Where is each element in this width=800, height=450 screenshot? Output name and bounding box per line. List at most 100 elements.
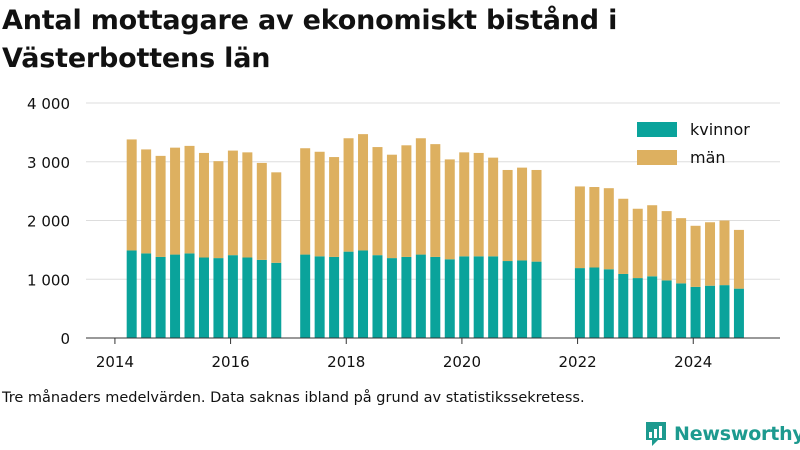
bar-kvinnor xyxy=(415,254,426,338)
bar-man xyxy=(242,152,253,258)
x-tick-label: 2014 xyxy=(96,353,134,371)
bar-man xyxy=(618,198,629,274)
bar-man xyxy=(372,147,383,256)
bar-kvinnor xyxy=(372,255,383,338)
bar-kvinnor xyxy=(401,256,412,338)
bar-kvinnor xyxy=(488,256,499,338)
bar-man xyxy=(690,225,701,287)
bar-man xyxy=(213,161,224,259)
bar-man xyxy=(473,152,484,257)
bar-man xyxy=(733,229,744,289)
bar-kvinnor xyxy=(661,280,672,338)
bar-man xyxy=(488,157,499,257)
legend-label-man: män xyxy=(690,148,726,167)
x-tick-label: 2024 xyxy=(674,353,712,371)
bar-kvinnor xyxy=(517,260,528,338)
legend: kvinnor män xyxy=(637,120,750,167)
y-tick-label: 4 000 xyxy=(27,95,70,113)
bar-man xyxy=(358,134,369,251)
x-tick-label: 2018 xyxy=(327,353,365,371)
bar-man xyxy=(444,159,455,260)
bar-kvinnor xyxy=(184,253,195,338)
bar-kvinnor xyxy=(386,258,397,338)
y-tick-label: 0 xyxy=(60,330,70,348)
bars xyxy=(126,134,744,338)
x-tick-label: 2016 xyxy=(211,353,249,371)
bar-kvinnor xyxy=(329,256,340,338)
bar-man xyxy=(531,169,542,262)
bar-man xyxy=(502,169,513,262)
bar-kvinnor xyxy=(213,258,224,338)
y-tick-label: 1 000 xyxy=(27,271,70,289)
legend-label-kvinnor: kvinnor xyxy=(690,120,750,139)
legend-swatch-man xyxy=(637,150,677,165)
bar-man xyxy=(155,155,166,257)
bar-man xyxy=(719,220,730,286)
bar-kvinnor xyxy=(719,285,730,338)
x-tick-label: 2022 xyxy=(558,353,596,371)
brand-name: Newsworthy xyxy=(674,423,800,445)
bar-man xyxy=(647,205,658,277)
bar-kvinnor xyxy=(170,254,181,338)
bar-kvinnor xyxy=(632,278,643,338)
bar-kvinnor xyxy=(198,257,209,338)
bar-man xyxy=(661,211,672,281)
bar-man xyxy=(126,139,137,251)
x-axis-ticks: 2014 2016 2018 2020 2022 2024 xyxy=(86,337,780,371)
newsworthy-icon xyxy=(646,422,666,446)
bar-man xyxy=(705,222,716,286)
bar-kvinnor xyxy=(155,256,166,338)
bar-kvinnor xyxy=(314,256,325,338)
bar-kvinnor xyxy=(444,259,455,338)
bar-man xyxy=(227,150,238,256)
bar-man xyxy=(632,208,643,279)
bar-kvinnor xyxy=(343,251,354,338)
bar-man xyxy=(271,172,282,263)
bar-man xyxy=(256,162,267,260)
bar-man xyxy=(517,167,528,261)
bar-man xyxy=(401,145,412,257)
legend-swatch-kvinnor xyxy=(637,122,677,137)
bar-kvinnor xyxy=(430,256,441,338)
y-tick-label: 2 000 xyxy=(27,213,70,231)
bar-man xyxy=(329,157,340,257)
bar-kvinnor xyxy=(141,253,152,338)
bar-kvinnor xyxy=(733,288,744,338)
bar-man xyxy=(141,149,152,254)
legend-item-man: män xyxy=(637,148,726,167)
bar-kvinnor xyxy=(473,256,484,338)
brand-logo[interactable]: Newsworthy xyxy=(644,419,800,449)
bar-kvinnor xyxy=(647,276,658,338)
bar-man xyxy=(170,147,181,255)
chart-caption: Tre månaders medelvärden. Data saknas ib… xyxy=(2,390,585,406)
bar-man xyxy=(184,145,195,254)
bar-man xyxy=(676,218,687,284)
bar-kvinnor xyxy=(271,262,282,338)
chart-title: Antal mottagare av ekonomiskt bistånd i … xyxy=(2,5,618,74)
bar-man xyxy=(574,186,585,269)
bar-man xyxy=(415,138,426,255)
bar-man xyxy=(198,152,209,258)
y-tick-label: 3 000 xyxy=(27,154,70,172)
bar-kvinnor xyxy=(705,285,716,338)
bar-kvinnor xyxy=(358,250,369,338)
bar-man xyxy=(314,151,325,257)
bar-kvinnor xyxy=(242,257,253,338)
bar-kvinnor xyxy=(502,261,513,338)
bar-man xyxy=(343,138,354,252)
bar-kvinnor xyxy=(531,261,542,338)
x-tick-label: 2020 xyxy=(443,353,481,371)
bar-kvinnor xyxy=(690,286,701,338)
bar-kvinnor xyxy=(227,255,238,338)
bar-kvinnor xyxy=(676,283,687,338)
bar-kvinnor xyxy=(300,254,311,338)
bar-kvinnor xyxy=(603,269,614,338)
bar-man xyxy=(430,144,441,257)
bar-kvinnor xyxy=(459,256,470,338)
bar-man xyxy=(603,188,614,270)
legend-item-kvinnor: kvinnor xyxy=(637,120,750,139)
bar-kvinnor xyxy=(574,268,585,338)
y-axis-ticks: 0 1 000 2 000 3 000 4 000 xyxy=(27,95,70,348)
bar-kvinnor xyxy=(589,267,600,338)
